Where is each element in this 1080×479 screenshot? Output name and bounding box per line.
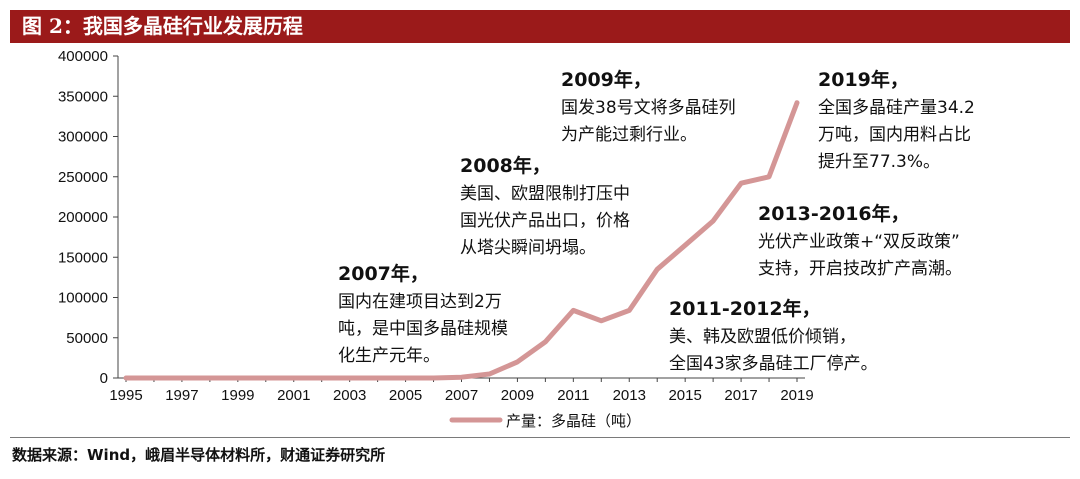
annotation-text: 美国、欧盟限制打压中	[460, 184, 630, 204]
annotation-text: 化生产元年。	[338, 346, 440, 366]
y-tick-label: 400000	[58, 48, 108, 65]
y-tick-label: 250000	[58, 169, 108, 186]
annotation-text: 万吨，国内用料占比	[818, 125, 971, 145]
x-tick-label: 1997	[165, 387, 198, 404]
x-tick-label: 2017	[724, 387, 757, 404]
y-tick-label: 100000	[58, 290, 108, 307]
annotation-text: 吨，是中国多晶硅规模	[338, 319, 508, 339]
x-tick-label: 2005	[389, 387, 422, 404]
x-tick-label: 1995	[109, 387, 142, 404]
y-tick-label: 150000	[58, 249, 108, 266]
y-tick-label: 50000	[66, 330, 108, 347]
x-tick-label: 2001	[277, 387, 310, 404]
x-tick-label: 2019	[780, 387, 813, 404]
y-tick-label: 0	[100, 370, 108, 387]
x-tick-label: 2011	[557, 387, 589, 404]
annotation-text: 全国43家多晶硅工厂停产。	[669, 354, 878, 374]
x-tick-label: 2015	[668, 387, 701, 404]
annotation-text: 支持，开启技改扩产高潮。	[758, 259, 962, 279]
y-tick-label: 300000	[58, 129, 108, 146]
annotation-heading: 2019年，	[818, 68, 909, 91]
annotation-heading: 2007年，	[338, 262, 429, 285]
annotation-heading: 2013-2016年，	[758, 202, 910, 225]
x-tick-label: 2009	[501, 387, 534, 404]
annotation-heading: 2009年，	[561, 68, 652, 91]
annotation-text: 美、韩及欧盟低价倾销，	[669, 327, 856, 347]
annotation-text: 光伏产业政策+“双反政策”	[758, 232, 960, 252]
source-note: 数据来源：Wind，峨眉半导体材料所，财通证券研究所	[12, 446, 386, 464]
footer-divider	[10, 437, 1070, 438]
x-tick-label: 2013	[613, 387, 646, 404]
annotation-text: 从塔尖瞬间坍塌。	[460, 238, 596, 258]
x-tick-label: 2003	[333, 387, 366, 404]
legend-label: 产量：多晶硅（吨）	[506, 412, 641, 430]
y-tick-label: 350000	[58, 88, 108, 105]
annotation-text: 国内在建项目达到2万	[338, 292, 502, 312]
figure-title: 图 2：我国多晶硅行业发展历程	[10, 10, 1070, 43]
y-tick-label: 200000	[58, 209, 108, 226]
annotation-text: 提升至77.3%。	[818, 152, 940, 172]
annotation-text: 国发38号文将多晶硅列	[561, 98, 736, 118]
x-tick-label: 1999	[221, 387, 254, 404]
x-tick-label: 2007	[445, 387, 478, 404]
annotation-text: 全国多晶硅产量34.2	[818, 98, 975, 118]
annotation-text: 为产能过剩行业。	[561, 125, 697, 145]
annotation-heading: 2008年，	[460, 154, 551, 177]
annotation-text: 国光伏产品出口，价格	[460, 211, 630, 231]
annotation-heading: 2011-2012年，	[669, 297, 821, 320]
